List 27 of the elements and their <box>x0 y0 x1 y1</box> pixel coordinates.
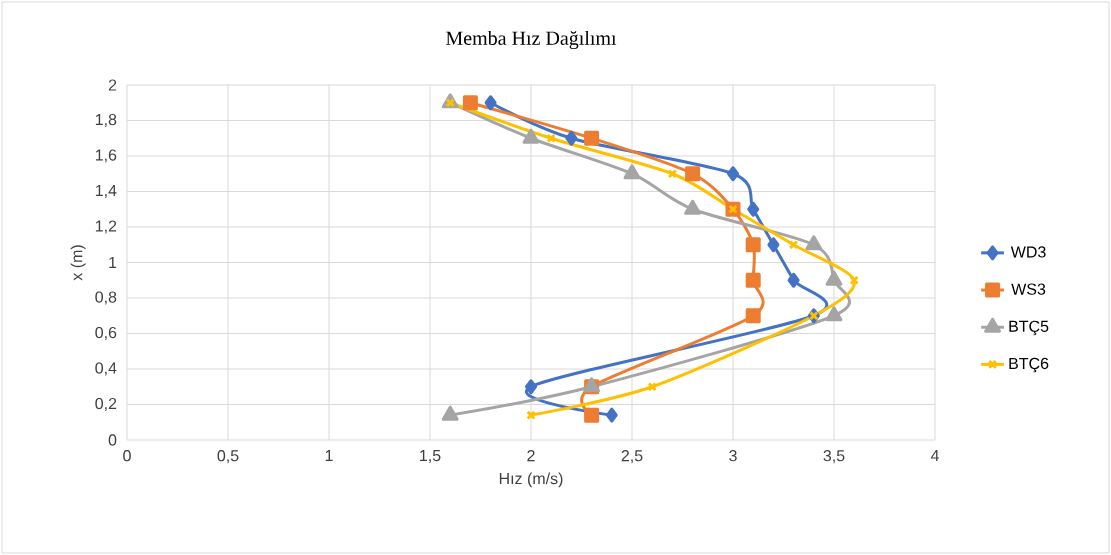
x-tick-label: 3,5 <box>823 450 845 464</box>
y-tick-label: 1,6 <box>95 149 117 163</box>
legend-label: BTÇ5 <box>1009 320 1049 336</box>
chart-title: Memba Hız Dağılımı <box>446 30 617 50</box>
x-tick-label: 3 <box>729 450 737 462</box>
y-tick-label: 0,8 <box>95 291 117 305</box>
legend-label: WD3 <box>1010 246 1046 258</box>
x-tick-label: 2,5 <box>621 450 643 464</box>
y-axis-title: x (m) <box>70 245 86 281</box>
x-tick-label: 0 <box>123 450 131 462</box>
y-tick-label: 1 <box>109 256 117 268</box>
legend-label: WS3 <box>1011 283 1046 295</box>
x-axis-title: Hız (m/s) <box>499 472 563 488</box>
y-tick-label: 1,2 <box>95 220 117 234</box>
x-tick-label: 1 <box>325 450 333 462</box>
x-tick-label: 2 <box>527 450 535 462</box>
x-tick-label: 0,5 <box>217 450 239 464</box>
legend-label: BTÇ6 <box>1009 357 1049 373</box>
y-tick-label: 1,4 <box>95 184 117 199</box>
y-tick-label: 0,2 <box>95 397 117 412</box>
y-tick-label: 0,6 <box>95 326 117 341</box>
y-tick-label: 0,4 <box>95 362 117 376</box>
y-tick-label: 2 <box>108 79 117 91</box>
y-tick-label: 0 <box>108 434 117 446</box>
x-tick-label: 4 <box>930 450 939 462</box>
x-tick-label: 1,5 <box>420 450 441 464</box>
y-tick-label: 1,8 <box>95 113 117 128</box>
